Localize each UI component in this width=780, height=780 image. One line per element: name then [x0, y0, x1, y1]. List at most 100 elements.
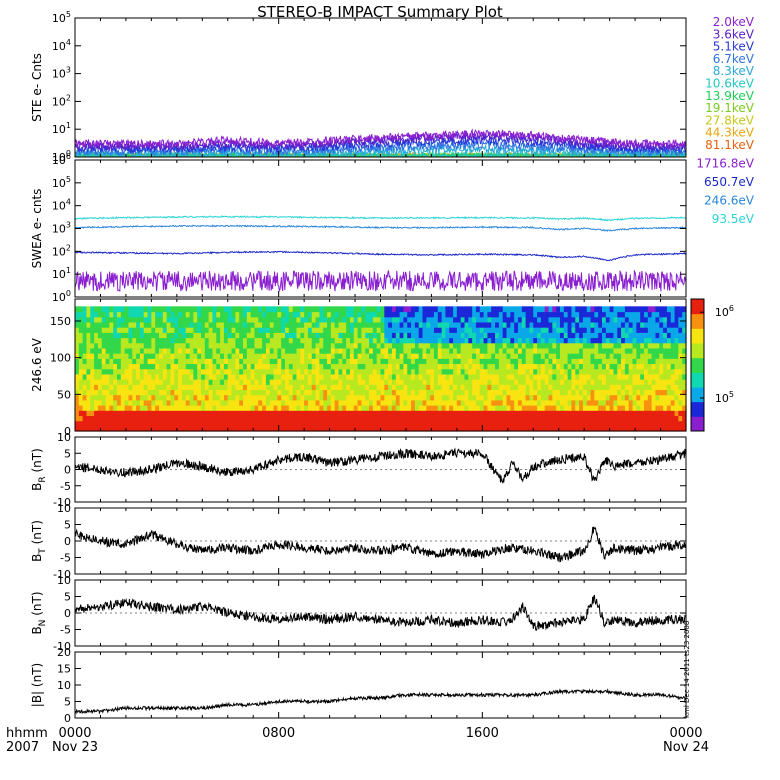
heatmap-cell: [640, 316, 645, 323]
heatmap-cell: [120, 410, 126, 417]
heatmap-cell: [357, 410, 363, 417]
heatmap-cell: [487, 306, 492, 313]
heatmap-cell: [617, 306, 622, 313]
heatmap-cell: [101, 347, 107, 354]
heatmap-cell: [109, 316, 114, 323]
heatmap-cell: [517, 399, 523, 406]
heatmap-cell: [288, 332, 294, 339]
heatmap-cell: [651, 379, 657, 385]
heatmap-cell: [346, 373, 351, 380]
heatmap-cell: [105, 358, 110, 365]
heatmap-cell: [445, 363, 450, 370]
heatmap-cell: [258, 306, 263, 313]
colorbar-segment: [691, 313, 704, 329]
heatmap-cell: [540, 358, 546, 365]
heatmap-cell: [586, 399, 592, 406]
heatmap-cell: [655, 415, 660, 422]
heatmap-cell: [388, 410, 393, 417]
heatmap-cell: [380, 332, 385, 339]
heatmap-cell: [651, 389, 657, 396]
heatmap-cell: [307, 327, 313, 333]
heatmap-cell: [571, 394, 576, 401]
heatmap-cell: [105, 384, 110, 391]
heatmap-cell: [342, 394, 347, 401]
heatmap-cell: [174, 311, 179, 318]
heatmap-cell: [407, 332, 412, 339]
heatmap-cell: [426, 321, 431, 328]
heatmap-cell: [640, 425, 645, 432]
heatmap-cell: [90, 353, 95, 359]
heatmap-cell: [361, 363, 366, 370]
heatmap-cell: [422, 379, 427, 385]
heatmap-cell: [227, 394, 233, 401]
heatmap-cell: [571, 410, 576, 417]
heatmap-cell: [506, 405, 511, 411]
heatmap-cell: [361, 321, 366, 328]
heatmap-cell: [418, 399, 424, 406]
heatmap-cell: [548, 337, 553, 344]
heatmap-cell: [391, 405, 397, 411]
heatmap-cell: [250, 316, 256, 323]
heatmap-cell: [193, 337, 198, 344]
heatmap-cell: [559, 306, 565, 313]
heatmap-cell: [678, 327, 683, 333]
heatmap-cell: [338, 342, 343, 349]
heatmap-cell: [120, 327, 126, 333]
heatmap-cell: [613, 358, 618, 365]
panel-b-ylabel: |B| (nT): [30, 663, 44, 707]
heatmap-cell: [605, 358, 611, 365]
heatmap-cell: [174, 316, 179, 323]
heatmap-cell: [349, 410, 355, 417]
heatmap-cell: [399, 373, 405, 380]
heatmap-cell: [468, 342, 473, 349]
heatmap-cell: [495, 332, 500, 339]
heatmap-cell: [407, 384, 412, 391]
heatmap-cell: [464, 358, 469, 365]
heatmap-cell: [678, 337, 683, 344]
heatmap-cell: [265, 394, 271, 401]
heatmap-cell: [193, 373, 198, 380]
heatmap-cell: [166, 327, 172, 333]
heatmap-cell: [594, 394, 599, 401]
heatmap-cell: [82, 420, 88, 427]
heatmap-cell: [227, 332, 233, 339]
side-stamp: kml Dec 14 2011 ts23 2008: [683, 621, 691, 718]
heatmap-cell: [517, 358, 523, 365]
heatmap-cell: [86, 347, 91, 354]
heatmap-cell: [453, 405, 458, 411]
heatmap-cell: [265, 425, 271, 432]
heatmap-cell: [128, 306, 133, 313]
heatmap-cell: [659, 321, 664, 328]
heatmap-cell: [315, 384, 320, 391]
heatmap-cell: [254, 420, 259, 427]
heatmap-cell: [220, 389, 225, 396]
heatmap-cell: [598, 327, 603, 333]
heatmap-cell: [334, 311, 340, 318]
heatmap-cell: [590, 389, 595, 396]
heatmap-cell: [552, 358, 557, 365]
heatmap-cell: [540, 332, 546, 339]
heatmap-cell: [617, 405, 622, 411]
heatmap-cell: [353, 332, 359, 339]
heatmap-cell: [292, 363, 298, 370]
heatmap-cell: [502, 347, 508, 354]
heatmap-cell: [315, 337, 320, 344]
heatmap-cell: [453, 347, 458, 354]
heatmap-cell: [659, 373, 664, 380]
heatmap-cell: [663, 389, 668, 396]
heatmap-cell: [483, 399, 489, 406]
heatmap-cell: [296, 394, 301, 401]
heatmap-cell: [143, 373, 149, 380]
heatmap-cell: [250, 363, 256, 370]
heatmap-cell: [579, 321, 584, 328]
heatmap-cell: [178, 410, 183, 417]
heatmap-cell: [151, 379, 156, 385]
heatmap-cell: [372, 399, 378, 406]
heatmap-cell: [506, 373, 511, 380]
heatmap-cell: [384, 368, 389, 375]
heatmap-cell: [254, 373, 259, 380]
heatmap-cell: [139, 415, 145, 422]
heatmap-cell: [418, 347, 424, 354]
heatmap-cell: [97, 420, 103, 427]
heatmap-cell: [181, 399, 187, 406]
